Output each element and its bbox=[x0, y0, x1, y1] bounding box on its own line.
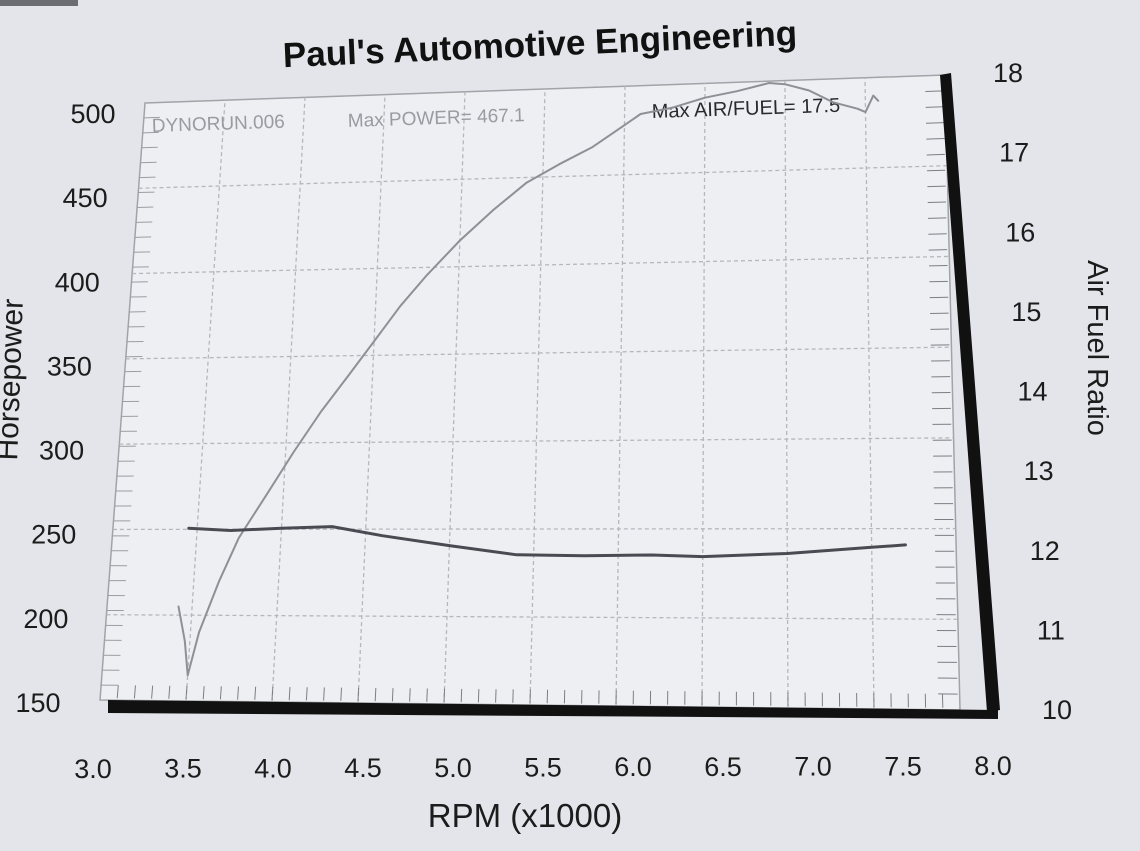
minor-tick-y2 bbox=[925, 122, 945, 124]
grid-line-x bbox=[615, 86, 626, 707]
y2-tick-label: 15 bbox=[1011, 297, 1041, 327]
minor-tick-y bbox=[143, 116, 160, 119]
minor-tick-y2 bbox=[926, 153, 945, 156]
grid-line-x bbox=[864, 77, 875, 710]
minor-tick-y2 bbox=[925, 106, 944, 108]
minor-tick-x bbox=[185, 685, 188, 700]
series-layer bbox=[177, 82, 907, 677]
minor-tick-x bbox=[305, 687, 308, 701]
minor-tick-y2 bbox=[925, 90, 944, 93]
minor-tick-x bbox=[168, 685, 171, 699]
minor-tick-y2 bbox=[927, 185, 946, 188]
grid-line-x bbox=[185, 100, 226, 702]
x-tick-label: 8.0 bbox=[974, 751, 1012, 781]
minor-tick-x bbox=[133, 685, 136, 699]
minor-tick-x bbox=[443, 688, 446, 703]
minor-tick-x bbox=[288, 687, 291, 701]
y2-tick-label: 17 bbox=[999, 138, 1029, 168]
minor-tick-x bbox=[340, 687, 343, 701]
y-tick-label: 350 bbox=[47, 351, 92, 381]
x-axis-line bbox=[108, 700, 998, 719]
y2-tick-label: 14 bbox=[1017, 377, 1047, 407]
minor-tick-x bbox=[409, 688, 411, 702]
minor-tick-y2 bbox=[927, 169, 946, 172]
x-tick-label: 7.0 bbox=[794, 752, 832, 782]
y-tick-label: 200 bbox=[23, 604, 68, 634]
y2-axis-line bbox=[940, 73, 1000, 712]
minor-tick-x bbox=[202, 686, 205, 700]
y-tick-label: 150 bbox=[15, 688, 60, 718]
minor-tick-y2 bbox=[927, 201, 947, 204]
grid-line-y bbox=[125, 346, 952, 360]
y-tick-labels: 150 200 250 300 350 400 450 500 bbox=[15, 99, 115, 718]
x-tick-label: 3.0 bbox=[74, 754, 112, 784]
grid-line-y bbox=[119, 437, 954, 445]
grid-line-x bbox=[701, 83, 706, 708]
grid-line-y bbox=[138, 165, 948, 189]
x-axis-title: RPM (x1000) bbox=[428, 797, 622, 834]
grid-line-y bbox=[106, 614, 958, 620]
minor-tick-x bbox=[374, 687, 377, 702]
minor-tick-x bbox=[426, 688, 428, 702]
minor-tick-y2 bbox=[926, 138, 945, 140]
y2-tick-label: 18 bbox=[993, 58, 1023, 88]
x-tick-label: 6.5 bbox=[704, 752, 742, 782]
minor-tick-x bbox=[254, 686, 257, 700]
minor-tick-x bbox=[323, 687, 325, 701]
minor-tick-x bbox=[116, 685, 119, 699]
run-label: DYNORUN.006 bbox=[151, 112, 285, 137]
y-tick-label: 500 bbox=[70, 99, 115, 129]
y2-tick-label: 12 bbox=[1030, 536, 1060, 566]
y2-axis-title: Air Fuel Ratio bbox=[1081, 260, 1113, 436]
grid-line-x bbox=[529, 88, 546, 706]
y-tick-label: 400 bbox=[55, 267, 100, 297]
x-tick-label: 3.5 bbox=[164, 754, 202, 784]
minor-tick-x bbox=[151, 685, 154, 699]
grid-line-x bbox=[357, 94, 386, 704]
y2-tick-label: 16 bbox=[1005, 217, 1035, 247]
x-tick-label: 4.5 bbox=[344, 753, 382, 783]
x-tick-label: 5.0 bbox=[434, 753, 472, 783]
minor-tick-y bbox=[142, 131, 159, 134]
y-axis-title: Horsepower bbox=[0, 298, 30, 461]
y-tick-label: 300 bbox=[39, 436, 84, 466]
x-tick-labels: 3.0 3.5 4.0 4.5 5.0 5.5 6.0 6.5 7.0 7.5 8.0 bbox=[74, 751, 1012, 784]
grid-line-y bbox=[132, 255, 950, 275]
grid-line-x bbox=[271, 97, 306, 703]
minor-tick-x bbox=[237, 686, 239, 700]
y-tick-label: 450 bbox=[63, 183, 108, 213]
minor-tick-x bbox=[391, 688, 394, 702]
y2-tick-label: 13 bbox=[1024, 456, 1054, 486]
y2-tick-label: 11 bbox=[1037, 615, 1065, 645]
series-line-air-fuel bbox=[187, 525, 907, 559]
x-tick-label: 6.0 bbox=[614, 752, 652, 782]
minor-tick-y bbox=[141, 146, 158, 149]
y-tick-label: 250 bbox=[31, 520, 76, 550]
series-line-horsepower bbox=[177, 82, 880, 677]
x-tick-label: 5.5 bbox=[524, 753, 562, 783]
y2-tick-labels: 10 11 12 13 14 15 16 17 18 bbox=[993, 58, 1072, 725]
minor-tick-x bbox=[219, 686, 222, 700]
minor-tick-x bbox=[271, 686, 274, 701]
x-tick-label: 4.0 bbox=[254, 753, 292, 783]
minor-tick-x bbox=[357, 687, 360, 702]
paper-corner-mark bbox=[0, 0, 78, 6]
y2-tick-label: 10 bbox=[1042, 695, 1072, 725]
x-tick-label: 7.5 bbox=[884, 751, 922, 781]
minor-tick-marks bbox=[101, 90, 958, 708]
